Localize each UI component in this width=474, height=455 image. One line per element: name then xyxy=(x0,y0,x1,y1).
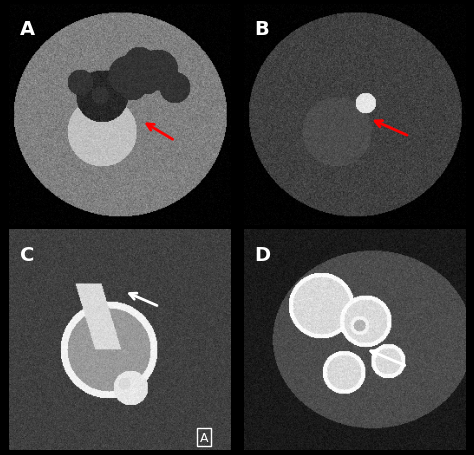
Text: A: A xyxy=(200,431,208,444)
Text: A: A xyxy=(20,20,35,39)
Text: D: D xyxy=(255,245,271,264)
Text: B: B xyxy=(255,20,270,39)
Text: C: C xyxy=(20,245,35,264)
